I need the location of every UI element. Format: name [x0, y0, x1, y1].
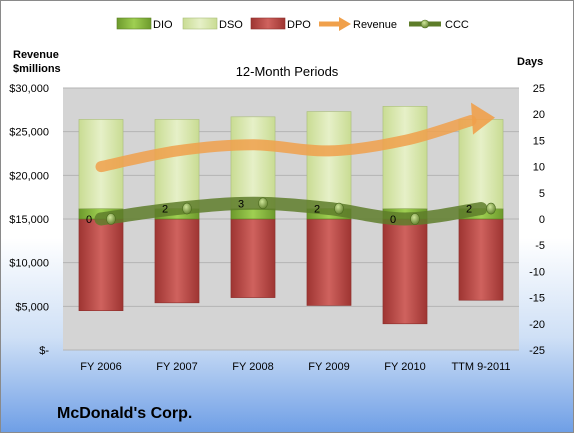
ccc-data-label: 2	[162, 204, 168, 216]
legend-item-dso: DSO	[182, 17, 243, 31]
right-axis-title: Days	[517, 56, 543, 68]
left-tick-label: $20,000	[9, 170, 49, 182]
revenue-arrowhead	[471, 102, 495, 135]
x-axis-ticks: FY 2006 FY 2007 FY 2008 FY 2009 FY 2010 TTM 9…	[80, 361, 510, 373]
right-tick-label: -10	[529, 266, 545, 278]
left-axis-title-line1: Revenue	[13, 49, 59, 61]
right-tick-label: 10	[533, 162, 545, 174]
ccc-point	[334, 202, 344, 215]
bar-dso	[458, 119, 504, 209]
right-tick-label: 5	[539, 188, 545, 200]
bar-dpo	[458, 218, 504, 301]
left-tick-label: $10,000	[9, 258, 49, 270]
chart-title: 12-Month Periods	[236, 64, 339, 79]
right-tick-label: 15	[533, 135, 545, 147]
ccc-data-label: 2	[314, 204, 320, 216]
x-tick-label: FY 2010	[384, 361, 425, 373]
bar-dpo	[230, 218, 276, 298]
legend-label-ccc: CCC	[445, 19, 469, 31]
bar-dpo	[154, 218, 200, 304]
bar-dso	[154, 119, 200, 209]
ccc-data-label: 2	[466, 204, 472, 216]
right-tick-label: 20	[533, 109, 545, 121]
ccc-point	[486, 202, 496, 215]
right-tick-label: -20	[529, 319, 545, 331]
revenue-line	[95, 115, 477, 173]
right-tick-label: -5	[535, 240, 545, 252]
right-axis-ticks: -25 -20 -15 -10 -5 0 5 10 15 20 25	[529, 83, 545, 357]
x-tick-label: FY 2008	[232, 361, 273, 373]
legend-item-dpo: DPO	[250, 17, 311, 31]
right-tick-label: 25	[533, 83, 545, 95]
x-tick-label: FY 2006	[80, 361, 121, 373]
bar-dpo	[306, 218, 352, 306]
legend-item-ccc: CCC	[409, 19, 469, 31]
ccc-data-label: 0	[390, 214, 396, 226]
left-tick-label: $25,000	[9, 127, 49, 139]
right-tick-label: 0	[539, 214, 545, 226]
bars	[78, 106, 504, 325]
x-tick-label: TTM 9-2011	[451, 361, 510, 373]
ccc-point	[410, 213, 420, 225]
left-tick-label: $15,000	[9, 214, 49, 226]
bar-dso	[230, 116, 276, 209]
right-tick-label: -25	[529, 345, 545, 357]
legend-label-dio: DIO	[153, 19, 173, 31]
ccc-point	[258, 197, 268, 210]
series-lines: 0 2 3 2 0 2	[86, 102, 496, 226]
right-tick-label: -15	[529, 293, 545, 305]
legend: DIO DSO DPO Revenue CCC	[116, 17, 469, 31]
ccc-point	[182, 202, 192, 215]
bar-dso	[306, 111, 352, 209]
left-tick-label: $-	[39, 345, 49, 357]
x-tick-label: FY 2007	[156, 361, 197, 373]
ccc-data-label: 3	[238, 198, 244, 210]
ccc-data-label: 0	[86, 214, 92, 226]
left-axis-ticks: $- $5,000 $10,000 $15,000 $20,000 $25,000 $30,…	[9, 83, 49, 357]
legend-label-dpo: DPO	[287, 19, 311, 31]
legend-label-dso: DSO	[219, 19, 243, 31]
bar-dpo	[78, 218, 124, 311]
left-tick-label: $5,000	[15, 301, 49, 313]
bar-dpo	[382, 218, 428, 325]
x-tick-label: FY 2009	[308, 361, 349, 373]
left-axis-title-line2: $millions	[13, 63, 61, 75]
legend-item-dio: DIO	[116, 17, 173, 31]
bar-dso	[382, 106, 428, 209]
legend-item-revenue: Revenue	[319, 17, 397, 31]
ccc-point	[106, 213, 116, 225]
company-name: McDonald's Corp.	[57, 405, 193, 422]
left-tick-label: $30,000	[9, 83, 49, 95]
legend-label-revenue: Revenue	[353, 19, 397, 31]
